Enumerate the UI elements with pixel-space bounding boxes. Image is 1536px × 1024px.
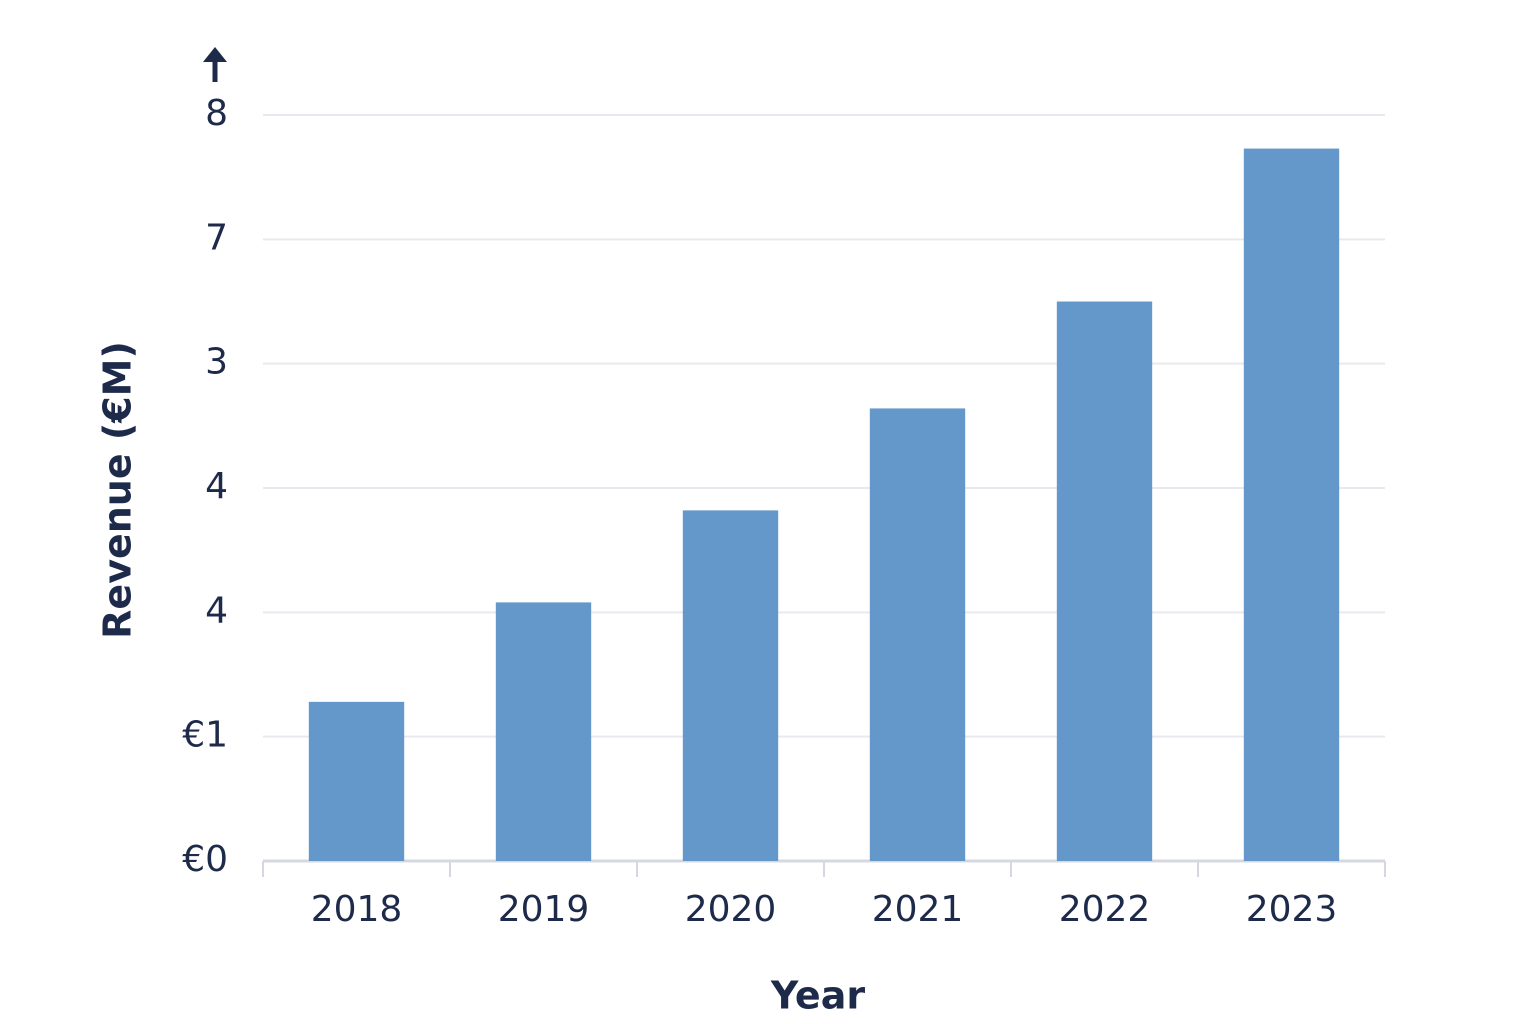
bar (495, 602, 592, 861)
x-tick-label: 2022 (1059, 889, 1151, 930)
y-axis-title: Revenue (€M) (96, 341, 140, 639)
bar (682, 510, 779, 861)
bar (1243, 148, 1340, 861)
y-tick-label: 7 (205, 217, 228, 258)
x-tick-label: 2018 (311, 889, 403, 930)
y-tick-label: 8 (205, 93, 228, 134)
bar (308, 701, 405, 861)
y-tick-label: 4 (205, 466, 228, 507)
y-tick-label: 3 (205, 342, 228, 383)
x-tick-label: 2021 (872, 889, 964, 930)
bar (1056, 301, 1153, 861)
bar (869, 408, 966, 861)
y-tick-label: 4 (205, 590, 228, 631)
y-tick-label: €0 (182, 839, 228, 880)
x-tick-label: 2019 (498, 889, 590, 930)
x-axis-title: Year (770, 974, 865, 1018)
axis-arrow (203, 47, 227, 82)
x-tick-label: 2023 (1246, 889, 1338, 930)
y-tick-label: €1 (182, 715, 228, 756)
x-tick-label: 2020 (685, 889, 777, 930)
